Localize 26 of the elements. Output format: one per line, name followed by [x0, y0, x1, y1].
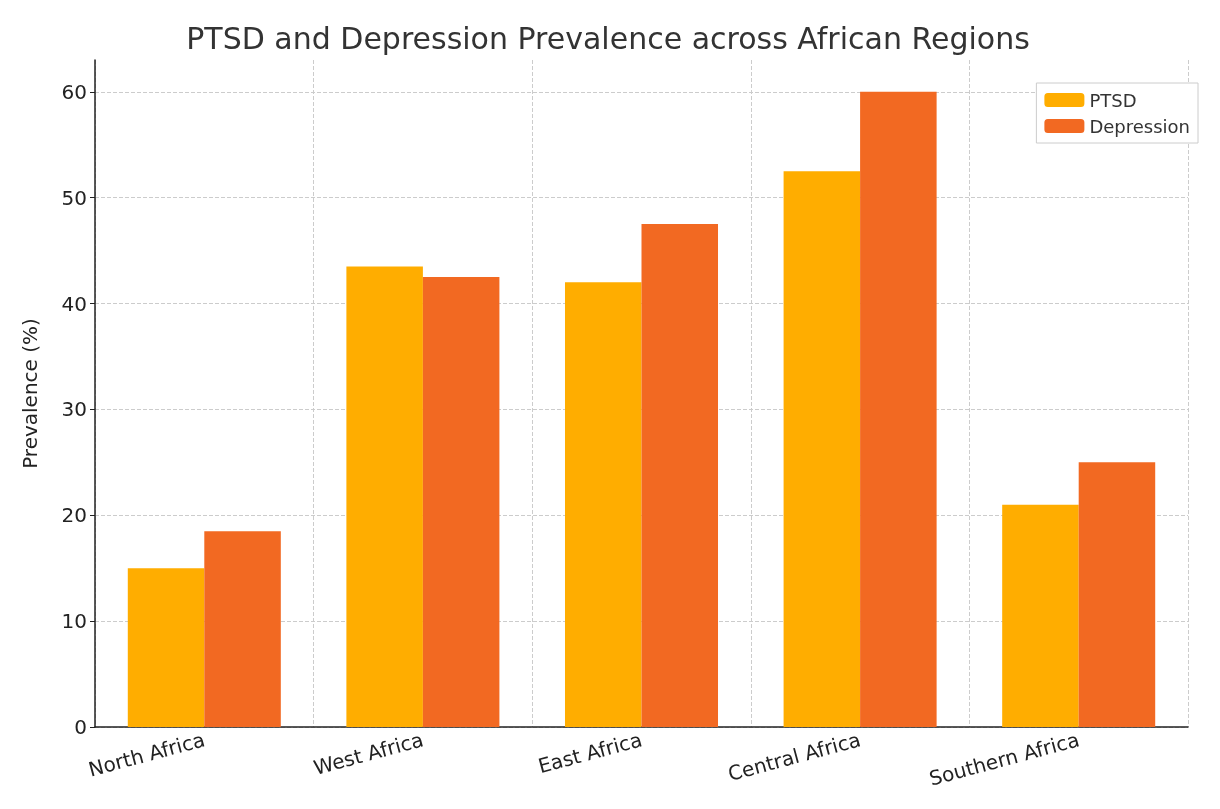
chart-title: PTSD and Depression Prevalence across African Regions [186, 20, 1030, 56]
bar [641, 224, 719, 727]
x-tick-label: North Africa [85, 727, 208, 782]
bar [564, 282, 642, 727]
x-tick-label: Central Africa [725, 727, 864, 786]
x-tick-label: East Africa [535, 727, 645, 779]
bar [204, 531, 281, 727]
y-tick-label: 10 [61, 609, 87, 634]
y-tick-label: 60 [61, 79, 87, 104]
bar [1002, 504, 1079, 727]
x-tick-label: Southern Africa [926, 727, 1082, 791]
bar [783, 171, 861, 727]
x-tick-label: West Africa [311, 727, 427, 780]
y-tick-label: 20 [61, 503, 87, 528]
bar [422, 277, 500, 727]
y-tick-label: 40 [61, 291, 87, 316]
bar [1078, 462, 1156, 727]
y-axis-title: Prevalence (%) [18, 318, 42, 469]
bar [127, 568, 205, 727]
y-tick-label: 50 [61, 185, 87, 210]
y-tick-label: 0 [74, 715, 87, 739]
y-tick-label: 30 [61, 397, 87, 422]
legend-label: Depression [1089, 115, 1191, 137]
bar [860, 91, 937, 727]
bar [346, 266, 423, 727]
legend-label: PTSD [1089, 89, 1137, 111]
